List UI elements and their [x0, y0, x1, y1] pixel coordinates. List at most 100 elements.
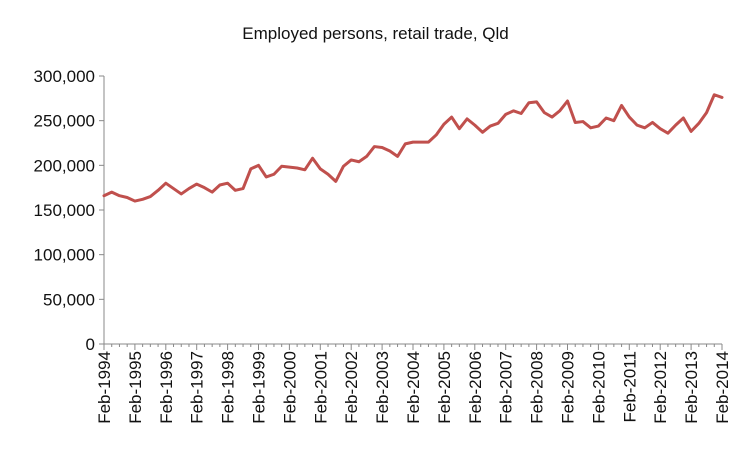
data-point: [327, 173, 329, 175]
data-point: [165, 182, 167, 184]
data-point: [489, 125, 491, 127]
data-point: [118, 195, 120, 197]
x-axis: Feb-1994 Feb-1995 Feb-1996 Feb-1997 Feb-1998…: [95, 343, 732, 424]
x-tick-label: Feb-2001: [311, 351, 330, 424]
data-point: [628, 116, 630, 118]
chart-title: Employed persons, retail trade, Qld: [242, 24, 509, 43]
data-point: [404, 143, 406, 145]
data-point: [157, 189, 159, 191]
data-point: [551, 116, 553, 118]
x-tick-label: Feb-2005: [435, 351, 454, 424]
x-tick-label: Feb-2003: [373, 351, 392, 424]
data-point: [273, 173, 275, 175]
x-tick-label: Feb-2002: [342, 351, 361, 424]
x-tick-label: Feb-2012: [651, 351, 670, 424]
data-point: [667, 132, 669, 134]
data-point: [219, 184, 221, 186]
data-point: [141, 198, 143, 200]
data-point: [250, 168, 252, 170]
data-point: [304, 169, 306, 171]
data-point: [690, 130, 692, 132]
data-point: [705, 111, 707, 113]
data-point: [412, 141, 414, 143]
data-point: [265, 176, 267, 178]
data-point: [389, 150, 391, 152]
data-point: [474, 124, 476, 126]
data-point: [427, 141, 429, 143]
x-tick-label: Feb-2006: [466, 351, 485, 424]
data-point: [335, 180, 337, 182]
data-point: [535, 101, 537, 103]
data-point: [196, 183, 198, 185]
data-point: [589, 127, 591, 129]
data-point: [682, 117, 684, 119]
y-tick-label: 250,000: [34, 112, 95, 131]
x-tick-label: Feb-2007: [497, 351, 516, 424]
y-tick-label: 50,000: [43, 290, 95, 309]
series-line: [102, 93, 724, 203]
data-point: [172, 187, 174, 189]
data-point: [234, 189, 236, 191]
data-point: [211, 191, 213, 193]
x-tick-label: Feb-2011: [620, 351, 639, 423]
x-tick-label: Feb-1997: [188, 351, 207, 424]
data-point: [543, 111, 545, 113]
data-point: [134, 200, 136, 202]
data-point: [296, 167, 298, 169]
data-point: [674, 124, 676, 126]
data-point: [458, 128, 460, 130]
y-tick-label: 300,000: [34, 67, 95, 86]
data-point: [381, 146, 383, 148]
data-point: [242, 187, 244, 189]
data-point: [698, 122, 700, 124]
data-point: [111, 191, 113, 193]
data-point: [520, 112, 522, 114]
data-point: [257, 164, 259, 166]
data-point: [559, 110, 561, 112]
data-point: [481, 131, 483, 133]
data-point: [613, 119, 615, 121]
data-point: [597, 125, 599, 127]
data-point: [636, 124, 638, 126]
series-group: [102, 93, 724, 203]
data-point: [126, 196, 128, 198]
x-tick-label: Feb-2013: [682, 351, 701, 424]
data-point: [396, 155, 398, 157]
data-point: [149, 195, 151, 197]
data-point: [288, 166, 290, 168]
data-point: [365, 155, 367, 157]
x-tick-label: Feb-2000: [280, 351, 299, 424]
data-point: [466, 118, 468, 120]
x-tick-label: Feb-2010: [589, 351, 608, 424]
data-point: [373, 145, 375, 147]
data-point: [280, 165, 282, 167]
data-point: [188, 187, 190, 189]
data-point: [497, 122, 499, 124]
data-point: [644, 127, 646, 129]
y-axis: 0 50,000 100,000 150,000 200,000 250,000 300,0…: [34, 67, 105, 354]
data-point: [620, 104, 622, 106]
data-point: [659, 128, 661, 130]
data-point: [342, 165, 344, 167]
x-tick-label: Feb-1999: [250, 351, 269, 424]
data-point: [512, 110, 514, 112]
data-point: [651, 121, 653, 123]
data-point: [505, 113, 507, 115]
y-tick-label: 0: [86, 335, 95, 354]
data-point: [605, 117, 607, 119]
x-tick-label: Feb-2009: [559, 351, 578, 424]
x-tick-label: Feb-2014: [713, 351, 732, 424]
y-tick-label: 100,000: [34, 246, 95, 265]
y-tick-label: 150,000: [34, 201, 95, 220]
data-point: [226, 182, 228, 184]
data-point: [203, 186, 205, 188]
data-point: [319, 168, 321, 170]
y-tick-label: 200,000: [34, 156, 95, 175]
data-point: [566, 100, 568, 102]
data-point: [528, 102, 530, 104]
data-point: [420, 141, 422, 143]
data-point: [350, 159, 352, 161]
x-tick-label: Feb-1998: [219, 351, 238, 424]
